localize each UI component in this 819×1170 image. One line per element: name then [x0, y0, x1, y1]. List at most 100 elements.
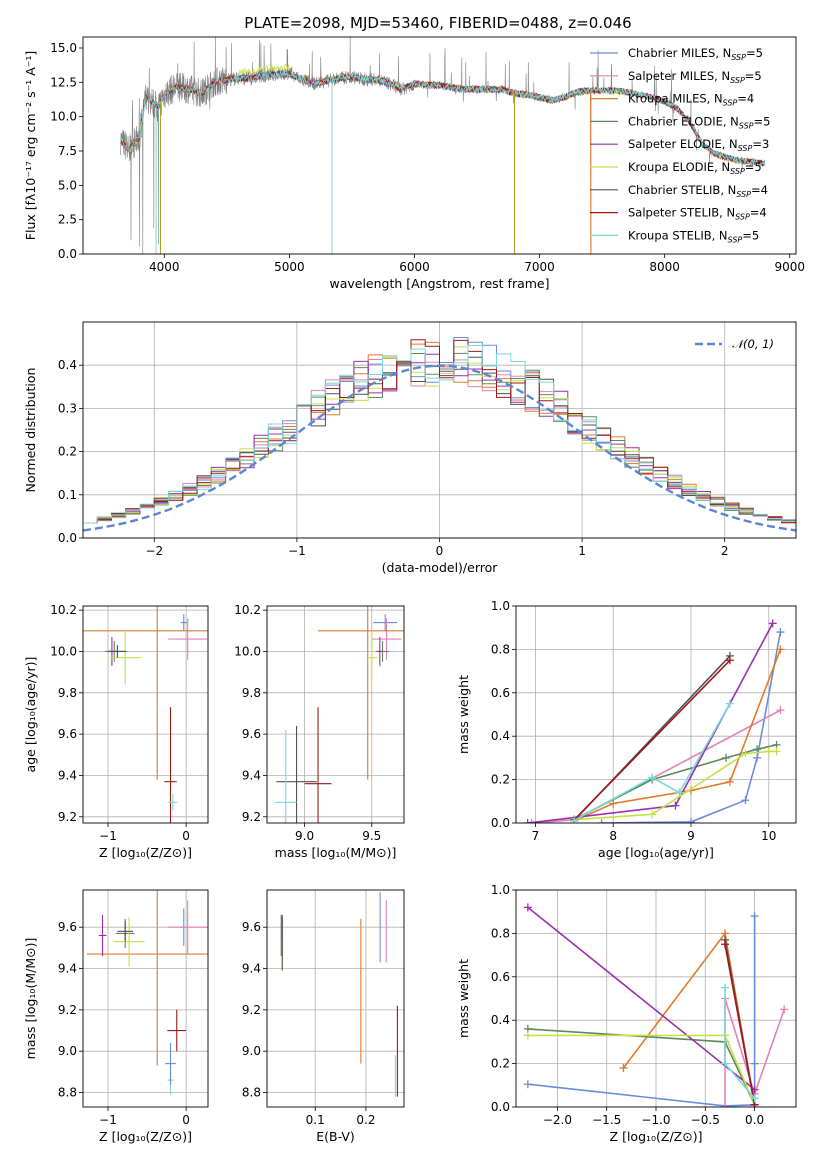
legend-subscript: SSP: [739, 121, 754, 130]
legend-text: Salpeter ELODIE, N: [628, 137, 738, 151]
legend-subscript: SSP: [723, 99, 738, 108]
y-tick-label: 10.2: [234, 603, 261, 617]
x-tick-label: 9.5: [362, 829, 381, 843]
mass-weight-marker: [675, 788, 684, 797]
axes-frame: [82, 605, 209, 824]
legend-text: Salpeter MILES, N: [628, 69, 730, 83]
axes-frame: [266, 605, 405, 824]
plot-area: [83, 606, 208, 823]
x-axis-label: Z [log₁₀(Z/Z⊙)]: [610, 1129, 703, 1144]
model-spectrum-line: [120, 70, 765, 167]
y-tick-label: 10.0: [50, 110, 77, 124]
mass-weight-line: [527, 1034, 756, 1106]
y-tick-label: 5.0: [58, 178, 77, 192]
mass-weight-marker: [523, 903, 532, 912]
y-axis-label: Normed distribution: [23, 368, 38, 493]
y-tick-label: 8.8: [242, 1086, 261, 1100]
legend-text: Kroupa MILES, N: [628, 92, 723, 106]
y-tick-label: 0.0: [58, 247, 77, 261]
legend-suffix: =4: [737, 92, 754, 106]
y-tick-label: 8.8: [58, 1086, 77, 1100]
y-tick-label: 9.0: [242, 1044, 261, 1058]
legend-subscript: SSP: [738, 144, 753, 153]
panel-mw_vs_Z: −2.0 −1.5 −1.0 −0.5 0.0 0.0 0.2 0.4 0.6 0.8 1.0 Z […: [456, 883, 797, 1144]
x-tick-label: 0.0: [745, 1113, 764, 1127]
x-tick-label: 7: [532, 829, 540, 843]
mass-weight-marker: [764, 747, 773, 756]
x-tick-label: −1: [288, 544, 306, 558]
y-tick-label: 10.0: [50, 644, 77, 658]
legend-text: Chabrier MILES, N: [628, 46, 731, 60]
mass-weight-marker: [776, 706, 785, 715]
y-axis-label: Flux [fλ10⁻¹⁷ erg cm⁻² s⁻¹ A⁻¹]: [23, 51, 38, 240]
legend-suffix: =3: [752, 137, 769, 151]
y-tick-label: 0.6: [491, 686, 510, 700]
y-tick-label: 0.8: [491, 926, 510, 940]
legend-entry: Chabrier ELODIE, NSSP=5: [628, 114, 770, 130]
y-tick-label: 12.5: [50, 75, 77, 89]
mass-weight-marker: [741, 796, 750, 805]
y-tick-label: 0.0: [491, 816, 510, 830]
y-tick-label: 9.2: [58, 810, 77, 824]
legend-subscript: SSP: [728, 235, 743, 244]
plot-area: [516, 890, 796, 1107]
mass-weight-marker: [619, 1063, 628, 1072]
mass-weight-line: [527, 916, 756, 1107]
y-tick-label: 0.2: [58, 445, 77, 459]
figure-title: PLATE=2098, MJD=53460, FIBERID=0488, z=0…: [244, 14, 631, 32]
x-tick-label: 6000: [399, 260, 430, 274]
plot-area: [120, 37, 765, 254]
y-axis-label: mass weight: [456, 959, 471, 1038]
plots-group: 4000 5000 6000 7000 8000 90000.02.55.07.510.0…: [23, 36, 805, 1144]
y-tick-label: 9.6: [58, 920, 77, 934]
y-tick-label: 10.0: [234, 644, 261, 658]
x-tick-label: 0.1: [306, 1113, 325, 1127]
model-spectrum-line: [120, 70, 592, 254]
mass-weight-marker: [750, 912, 759, 921]
x-tick-label: 0: [436, 544, 444, 558]
y-tick-label: 9.4: [58, 768, 77, 782]
y-tick-label: 9.4: [242, 768, 261, 782]
legend-subscript: SSP: [730, 76, 745, 85]
y-tick-label: 0.0: [58, 531, 77, 545]
mass-weight-marker: [725, 777, 734, 786]
y-tick-label: 9.4: [242, 962, 261, 976]
y-axis-label: mass [log₁₀(M/M⊙)]: [23, 938, 38, 1060]
mass-weight-line: [573, 659, 731, 821]
legend-text: Salpeter STELIB, N: [628, 206, 735, 220]
x-tick-label: −1.5: [592, 1113, 621, 1127]
mass-weight-marker: [721, 983, 730, 992]
x-axis-label: Z [log₁₀(Z/Z⊙)]: [99, 1129, 192, 1144]
legend-entry: Salpeter STELIB, NSSP=4: [628, 206, 767, 222]
mass-weight-marker: [776, 628, 785, 637]
y-tick-label: 0.4: [58, 358, 77, 372]
panel-spectrum: 4000 5000 6000 7000 8000 9000 0.0 2.5 5.0 7.5 10.0…: [23, 36, 805, 291]
axes-frame: [82, 321, 797, 539]
legend-text: Kroupa STELIB, N: [628, 228, 728, 242]
y-tick-label: 15.0: [50, 41, 77, 55]
x-tick-label: −2: [145, 544, 163, 558]
mass-weight-marker: [750, 1094, 759, 1103]
panel-mass_vs_ebv: 0.1 0.2 8.8 9.0 9.2 9.4 9.6 E(B-V): [242, 889, 405, 1144]
panel-residuals: −2 −1 0 1 2 0.0 0.1 0.2 0.3 0.4 (data-model)/error…: [23, 321, 797, 575]
plot-area: [267, 890, 404, 1107]
legend-subscript: SSP: [736, 190, 751, 199]
y-tick-label: 0.2: [491, 773, 510, 787]
y-tick-label: 0.4: [491, 729, 510, 743]
mass-weight-line: [573, 649, 782, 822]
y-axis-label: age [log₁₀(age/yr)]: [23, 657, 38, 773]
mass-weight-marker: [523, 819, 532, 823]
y-tick-label: 9.8: [242, 686, 261, 700]
legend-entry: Kroupa ELODIE, NSSP=5: [628, 160, 762, 176]
mass-weight-marker: [780, 1005, 789, 1014]
x-tick-label: 9000: [774, 260, 805, 274]
mass-weight-marker: [570, 816, 579, 823]
legend-text: Chabrier ELODIE, N: [628, 114, 739, 128]
x-axis-label: mass [log₁₀(M/M⊙)]: [275, 845, 397, 860]
x-axis-label: wavelength [Angstrom, rest frame]: [329, 276, 549, 291]
x-tick-label: 8000: [649, 260, 680, 274]
legend-entry: Chabrier STELIB, NSSP=4: [628, 183, 768, 199]
mass-weight-line: [527, 1028, 756, 1106]
mass-weight-marker: [721, 940, 730, 949]
axes-frame: [515, 889, 797, 1108]
